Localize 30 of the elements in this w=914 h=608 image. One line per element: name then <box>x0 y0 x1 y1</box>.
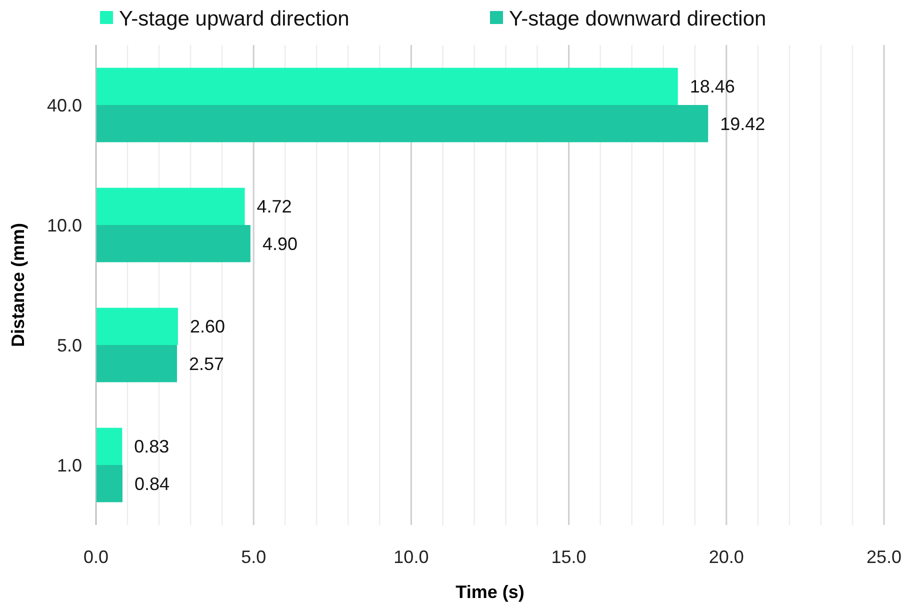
data-label: 4.72 <box>256 196 292 217</box>
x-tick-label: 5.0 <box>241 547 266 567</box>
data-label: 18.46 <box>690 76 735 97</box>
x-tick-label: 20.0 <box>708 547 744 567</box>
data-label: 19.42 <box>720 114 766 134</box>
data-label: 0.83 <box>134 436 170 457</box>
bar <box>96 225 250 262</box>
y-tick-label: 1.0 <box>56 455 82 476</box>
data-label: 0.84 <box>134 474 170 494</box>
bar <box>96 308 178 345</box>
legend-label: Y-stage downward direction <box>509 7 766 30</box>
data-label: 2.57 <box>189 354 224 374</box>
bar <box>96 105 708 142</box>
x-tick-label: 10.0 <box>394 547 429 567</box>
legend-label: Y-stage upward direction <box>119 7 350 30</box>
y-tick-label: 40.0 <box>46 95 82 116</box>
y-tick-label: 5.0 <box>56 335 82 356</box>
bar <box>96 428 122 465</box>
bar <box>96 68 678 105</box>
x-tick-label: 15.0 <box>551 547 586 567</box>
x-tick-label: 0.0 <box>83 547 109 567</box>
bar <box>96 345 178 382</box>
x-axis-title: Time (s) <box>456 582 524 602</box>
bar <box>96 465 122 502</box>
data-label: 4.90 <box>262 234 298 254</box>
y-axis-title: Distance (mm) <box>8 222 28 348</box>
y-tick-label: 10.0 <box>46 215 82 236</box>
x-tick-label: 25.0 <box>866 547 902 567</box>
bar <box>96 188 245 225</box>
data-label: 2.60 <box>190 316 225 337</box>
